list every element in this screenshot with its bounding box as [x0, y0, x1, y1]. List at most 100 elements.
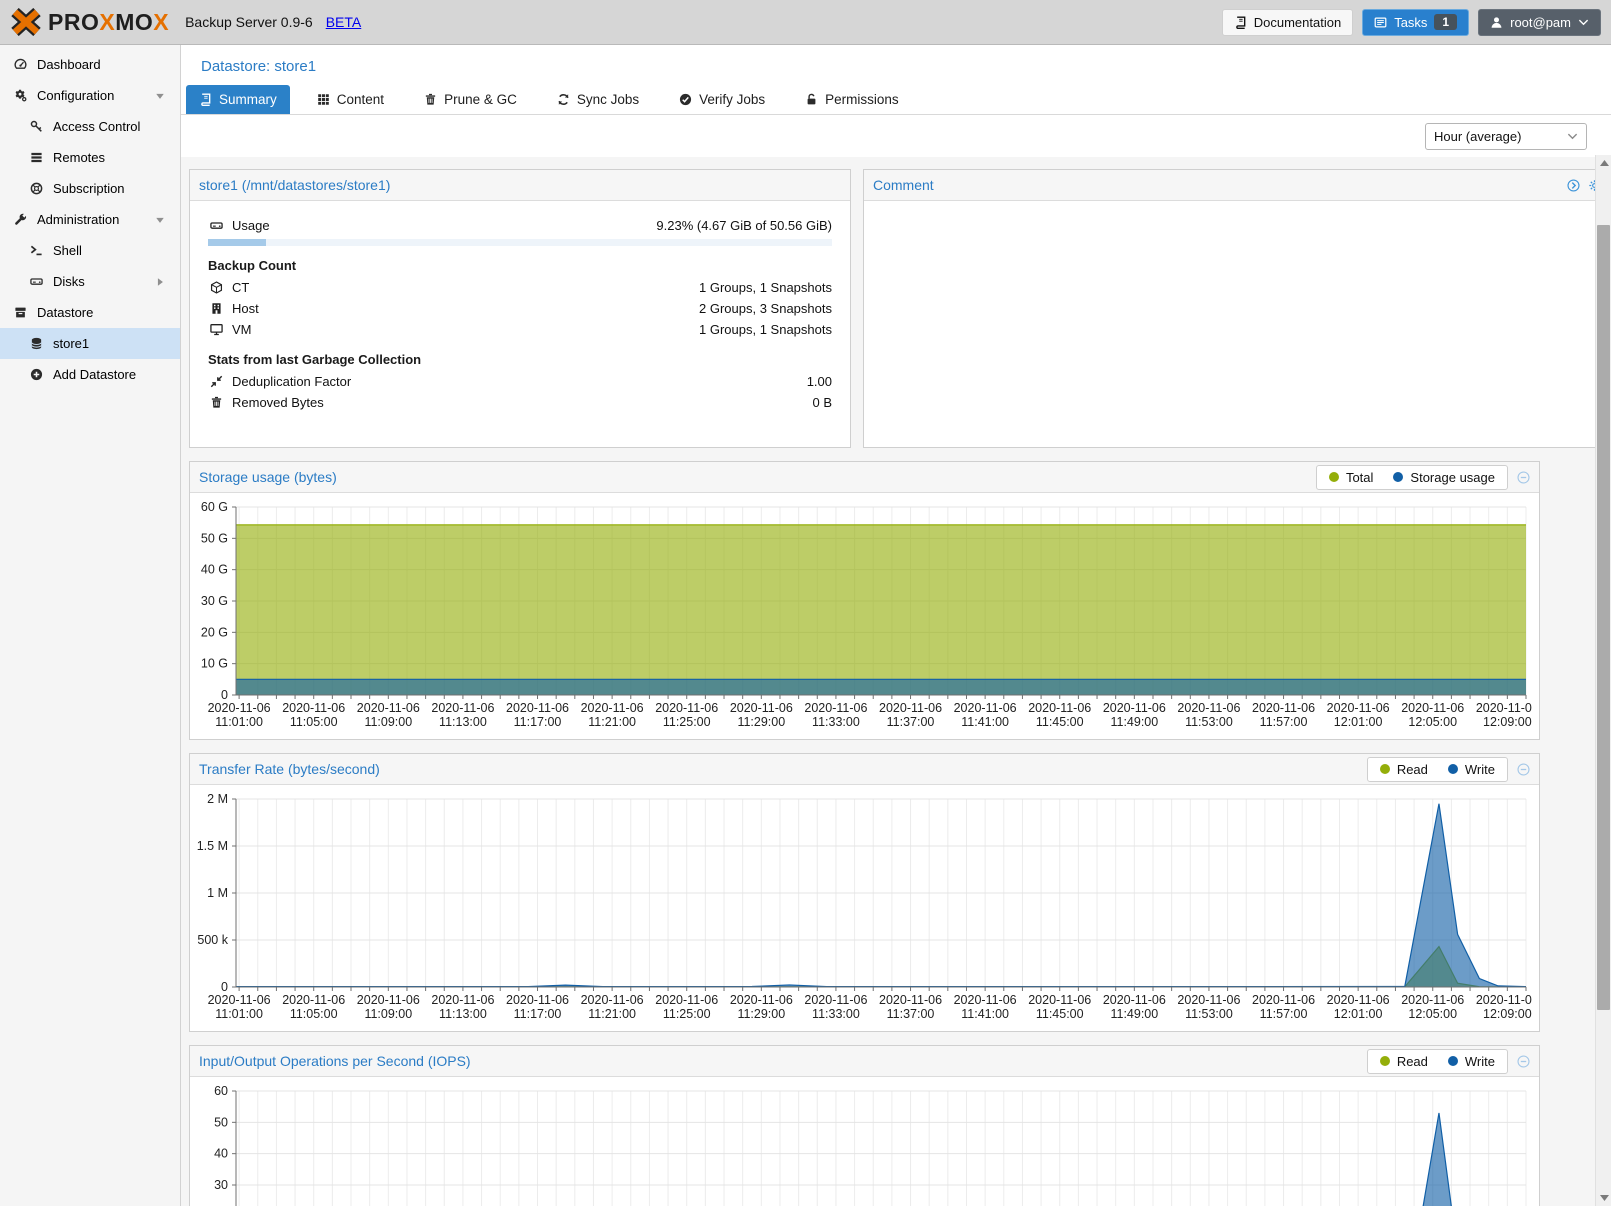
tab-label: Prune & GC	[444, 92, 517, 107]
sidebar-item-label: Datastore	[37, 305, 94, 320]
desktop-icon	[208, 323, 224, 336]
tab-label: Permissions	[825, 92, 899, 107]
svg-text:11:45:00: 11:45:00	[1036, 1007, 1084, 1021]
svg-text:11:45:00: 11:45:00	[1036, 715, 1084, 729]
tab-verify-jobs[interactable]: Verify Jobs	[666, 85, 778, 114]
app-version: Backup Server 0.9-6	[185, 14, 313, 30]
lifering-icon	[28, 182, 45, 195]
svg-text:2020-11-06: 2020-11-06	[357, 701, 420, 715]
tree-down-icon[interactable]	[151, 215, 168, 225]
backup-count-row-vm: VM 1 Groups, 1 Snapshots	[208, 319, 832, 340]
sidebar-item-subscription[interactable]: Subscription	[0, 173, 180, 204]
sidebar-item-label: Administration	[37, 212, 120, 227]
legend-dot-icon	[1379, 764, 1390, 774]
sidebar-item-store1[interactable]: store1	[0, 328, 180, 359]
legend-dot-icon	[1447, 1056, 1458, 1066]
svg-text:11:33:00: 11:33:00	[812, 715, 860, 729]
svg-text:11:17:00: 11:17:00	[514, 715, 562, 729]
legend-item-read[interactable]: Read	[1379, 761, 1428, 777]
sidebar-item-label: store1	[53, 336, 90, 351]
tree-down-icon[interactable]	[151, 91, 168, 101]
scroll-up-icon[interactable]	[1596, 155, 1611, 171]
sidebar-item-label: Remotes	[53, 150, 106, 165]
legend-item-total[interactable]: Total	[1328, 470, 1373, 485]
svg-text:2020-11-06: 2020-11-06	[879, 701, 942, 715]
user-menu-button[interactable]: root@pam	[1478, 8, 1601, 36]
scroll-down-icon[interactable]	[1596, 1190, 1611, 1206]
beta-link[interactable]: BETA	[325, 14, 362, 30]
collapse-chart-icon[interactable]	[1517, 470, 1530, 484]
documentation-button[interactable]: Documentation	[1221, 8, 1354, 36]
expand-comment-icon[interactable]	[1567, 178, 1580, 192]
check-circle-icon	[679, 93, 692, 106]
legend-dot-icon	[1328, 472, 1339, 482]
legend-label: Read	[1396, 761, 1428, 777]
svg-text:11:05:00: 11:05:00	[290, 715, 338, 729]
svg-text:2020-11-06: 2020-11-06	[506, 993, 569, 1007]
svg-text:2020-11-06: 2020-11-06	[655, 701, 718, 715]
storage-usage-chart-panel: Storage usage (bytes) Total Storage usage…	[189, 461, 1540, 740]
legend-item-write[interactable]: Write	[1447, 1054, 1495, 1069]
svg-text:2020-11-06: 2020-11-06	[1177, 701, 1240, 715]
sidebar-item-label: Configuration	[37, 88, 115, 103]
tab-content[interactable]: Content	[304, 85, 397, 114]
database-icon	[28, 337, 45, 350]
iops-chart: 01020304050602020-11-0611:01:002020-11-0…	[190, 1077, 1539, 1206]
building-icon	[208, 302, 224, 315]
sidebar-item-configuration[interactable]: Configuration	[0, 80, 180, 111]
user-label: root@pam	[1510, 14, 1571, 30]
tab-permissions[interactable]: Permissions	[792, 85, 912, 114]
svg-text:11:37:00: 11:37:00	[887, 715, 935, 729]
stat-value: 1 Groups, 1 Snapshots	[699, 322, 832, 337]
chart-legend: Read Write	[1366, 756, 1508, 782]
svg-text:60 G: 60 G	[201, 500, 228, 514]
toolbar: Hour (average)	[181, 115, 1611, 157]
datastore-summary-header: store1 (/mnt/datastores/store1)	[190, 170, 850, 201]
sidebar-item-remotes[interactable]: Remotes	[0, 142, 180, 173]
legend-item-read[interactable]: Read	[1379, 1054, 1428, 1069]
svg-text:2 M: 2 M	[207, 792, 228, 806]
sidebar-item-access-control[interactable]: Access Control	[0, 111, 180, 142]
sidebar-item-add-datastore[interactable]: Add Datastore	[0, 359, 180, 390]
comment-title: Comment	[873, 177, 934, 193]
legend-item-write[interactable]: Write	[1447, 762, 1495, 777]
tab-bar: Summary Content Prune & GC Sync Jobs Verify …	[181, 85, 1611, 115]
user-icon	[1490, 16, 1503, 29]
unlock-icon	[805, 93, 818, 106]
grid-icon	[317, 93, 330, 106]
collapse-chart-icon[interactable]	[1517, 1054, 1530, 1068]
sidebar-item-disks[interactable]: Disks	[0, 266, 180, 297]
sidebar-item-shell[interactable]: Shell	[0, 235, 180, 266]
book-icon	[1234, 16, 1247, 29]
tab-sync-jobs[interactable]: Sync Jobs	[544, 85, 652, 114]
collapse-chart-icon[interactable]	[1517, 762, 1530, 776]
sidebar-item-datastore[interactable]: Datastore	[0, 297, 180, 328]
gears-icon	[12, 89, 29, 102]
svg-text:40: 40	[214, 1147, 228, 1161]
tasks-icon	[1374, 16, 1387, 29]
storage-usage-chart: 0 10 G 20 G 30 G 40 G 50 G 60 G 2020-11-06 11:01…	[190, 493, 1539, 739]
tab-prune-gc[interactable]: Prune & GC	[411, 85, 530, 114]
sidebar-item-administration[interactable]: Administration	[0, 204, 180, 235]
svg-text:2020-11-06: 2020-11-06	[730, 701, 793, 715]
svg-text:2020-11-06: 2020-11-06	[581, 701, 644, 715]
tree-right-icon[interactable]	[151, 277, 168, 287]
page-title: Datastore: store1	[201, 58, 317, 75]
legend-item-storage-usage[interactable]: Storage usage	[1393, 470, 1495, 485]
svg-text:2020-11-06: 2020-11-06	[431, 993, 494, 1007]
tab-summary[interactable]: Summary	[186, 85, 290, 114]
svg-text:11:09:00: 11:09:00	[364, 715, 412, 729]
svg-text:2020-11-06: 2020-11-06	[1252, 701, 1315, 715]
svg-text:12:05:00: 12:05:00	[1408, 715, 1457, 729]
svg-text:2020-11-06: 2020-11-06	[655, 993, 718, 1007]
terminal-icon	[28, 244, 45, 257]
storage-usage-chart-title: Storage usage (bytes)	[199, 469, 337, 485]
transfer-rate-chart-panel: Transfer Rate (bytes/second) Read Write 0…	[189, 753, 1540, 1032]
sidebar-item-dashboard[interactable]: Dashboard	[0, 49, 180, 80]
legend-dot-icon	[1447, 764, 1458, 774]
scrollbar-thumb[interactable]	[1597, 225, 1610, 1010]
tasks-button[interactable]: Tasks 1	[1362, 8, 1470, 36]
timeframe-select[interactable]: Hour (average)	[1425, 122, 1587, 150]
svg-text:2020-11-06: 2020-11-06	[282, 701, 345, 715]
vertical-scrollbar[interactable]	[1595, 155, 1611, 1206]
